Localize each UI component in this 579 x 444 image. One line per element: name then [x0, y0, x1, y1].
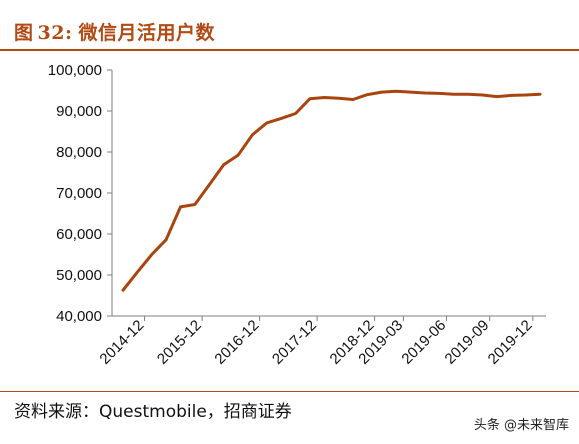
- chart-title: 微信月活用户数: [78, 22, 215, 44]
- data-point: [380, 91, 383, 94]
- header-divider: [0, 49, 579, 51]
- data-point: [352, 98, 355, 101]
- data-point: [122, 289, 125, 292]
- y-tick-label: 60,000: [56, 226, 102, 243]
- data-point: [265, 121, 268, 124]
- data-point: [308, 97, 311, 100]
- data-point: [409, 91, 412, 94]
- line-chart: 40,000 50,000 60,000 70,000 80,000 90,000 100,…: [48, 62, 546, 368]
- y-tick-label: 100,000: [48, 62, 102, 79]
- figure-label: 图: [14, 22, 34, 44]
- figure-number: 32:: [37, 22, 73, 44]
- data-point: [208, 183, 211, 186]
- data-point: [467, 93, 470, 96]
- y-tick-label: 70,000: [56, 185, 102, 202]
- x-tick-label: 2019-06: [398, 317, 449, 368]
- x-tick-label: 2015-12: [154, 317, 205, 368]
- data-point: [165, 238, 168, 241]
- data-point: [423, 91, 426, 94]
- data-point: [280, 117, 283, 120]
- footer-divider: [0, 391, 579, 392]
- x-tick-label: 2014-12: [96, 317, 147, 368]
- data-point: [495, 95, 498, 98]
- x-tick-label: 2019-12: [485, 317, 536, 368]
- y-tick-label: 80,000: [56, 144, 102, 161]
- y-tick-label: 40,000: [56, 308, 102, 325]
- data-point: [222, 163, 225, 166]
- x-tick-label: 2019-09: [442, 317, 493, 368]
- source-note: 资料来源：Questmobile，招商证券: [14, 402, 292, 422]
- data-point: [438, 92, 441, 95]
- x-tick-label: 2016-12: [211, 317, 262, 368]
- data-point: [452, 93, 455, 96]
- data-point: [237, 154, 240, 157]
- data-point: [251, 133, 254, 136]
- data-point: [179, 205, 182, 208]
- data-point: [323, 96, 326, 99]
- data-point: [510, 94, 513, 97]
- figure-title: 图 32: 微信月活用户数: [14, 18, 215, 45]
- data-point: [395, 90, 398, 93]
- x-tick-label: 2017-12: [269, 317, 320, 368]
- data-point: [524, 94, 527, 97]
- y-tick-label: 90,000: [56, 103, 102, 120]
- data-point: [294, 112, 297, 115]
- data-point: [366, 93, 369, 96]
- data-point: [150, 253, 153, 256]
- data-point: [136, 271, 139, 274]
- series-line: [121, 89, 542, 292]
- data-point: [539, 93, 542, 96]
- data-point: [481, 94, 484, 97]
- watermark-text: 头条 @未来智库: [473, 418, 569, 433]
- data-point: [337, 97, 340, 100]
- y-tick-label: 50,000: [56, 267, 102, 284]
- data-point: [193, 203, 196, 206]
